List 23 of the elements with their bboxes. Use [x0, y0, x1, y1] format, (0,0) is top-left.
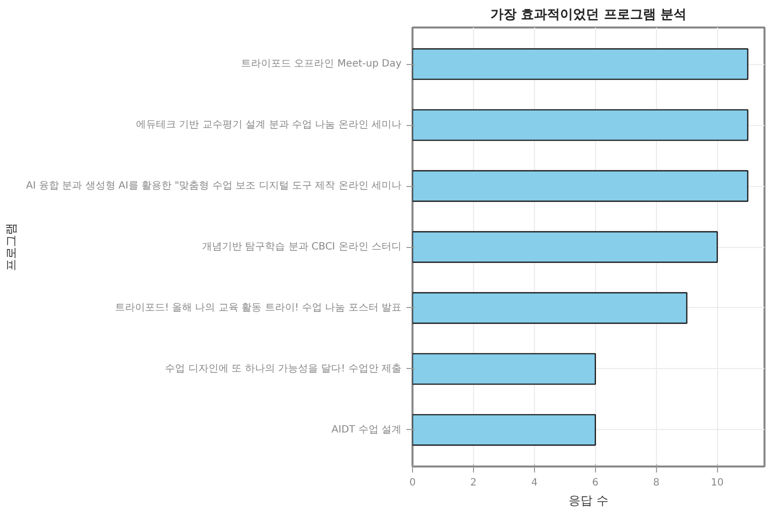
bar	[412, 353, 596, 385]
x-tick-label: 2	[470, 478, 477, 488]
bar	[412, 170, 748, 202]
y-tick-label: 트라이포드 오프라인 Meet-up Day	[241, 58, 402, 70]
chart-title: 가장 효과적이었던 프로그램 분석	[490, 8, 686, 22]
y-tick-label: 트라이포드! 올해 나의 교육 활동 트라이! 수업 나눔 포스터 발표	[114, 302, 402, 314]
bar	[412, 231, 718, 263]
x-axis-title: 응답 수	[568, 494, 608, 508]
bar	[412, 109, 748, 141]
bar	[412, 48, 748, 80]
x-tick-label: 6	[592, 478, 599, 488]
y-tick-label: 수업 디자인에 또 하나의 가능성을 달다! 수업안 제출	[165, 363, 402, 374]
y-axis-title: 프로그램	[4, 223, 18, 271]
bar	[412, 414, 596, 446]
y-tick-label: 에듀테크 기반 교수평기 설계 분과 수업 나눔 온라인 세미나	[136, 120, 402, 131]
x-tick-label: 4	[531, 478, 538, 488]
x-tick-label: 10	[710, 478, 724, 488]
y-tick-label: AI 융합 분과 생성형 AI를 활용한 "맞춤형 수업 보조 디지털 도구 제작 온라인 세미나	[26, 180, 402, 192]
y-tick-label: 개념기반 탐구학습 분과 CBCI 온라인 스터디	[202, 242, 402, 252]
y-tick-label: AIDT 수업 설계	[332, 424, 402, 436]
x-tick-label: 0	[409, 478, 416, 488]
x-tick-label: 8	[653, 478, 660, 488]
bar	[412, 292, 688, 324]
